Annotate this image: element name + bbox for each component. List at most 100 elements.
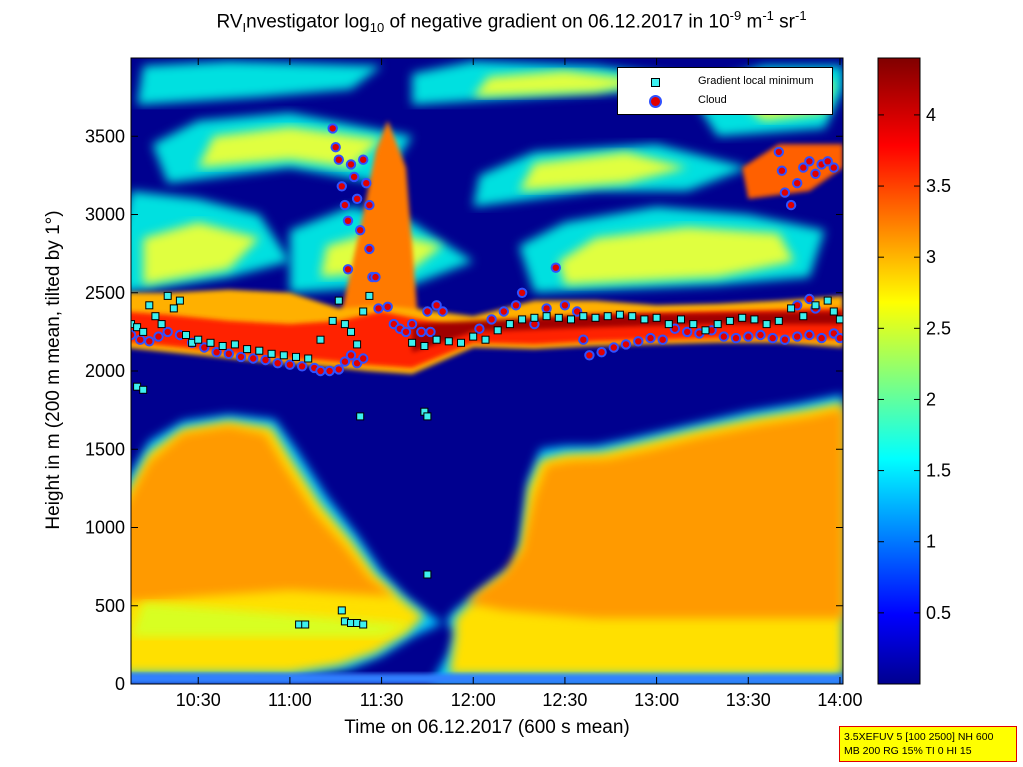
y-tick-label: 3500 xyxy=(85,126,125,146)
gradient-minimum-marker xyxy=(316,335,325,344)
cloud-marker xyxy=(425,326,436,338)
cloud-marker xyxy=(162,326,173,338)
cloud-marker xyxy=(153,331,164,342)
cloud-marker xyxy=(358,353,369,364)
cloud-marker xyxy=(324,365,335,377)
gradient-minimum-marker xyxy=(505,320,514,329)
cloud-marker xyxy=(339,356,351,367)
x-tick-label: 13:00 xyxy=(634,690,679,710)
gradient-minimum-marker xyxy=(356,412,365,421)
upper-aerosol-core xyxy=(519,151,688,191)
upper-aerosol-core xyxy=(473,70,657,98)
gradient-minimum-marker xyxy=(133,323,142,332)
gradient-minimum-marker xyxy=(628,312,637,321)
chart-title: RVInvestigator log10 of negative gradien… xyxy=(216,8,807,36)
colorbar-ticks: 0.5 1 1.5 2 2.5 3 3.5 4 xyxy=(878,105,951,623)
cloud-marker xyxy=(327,123,338,134)
gradient-minimum-marker xyxy=(603,312,612,321)
y-tick-label: 2000 xyxy=(85,361,125,381)
cloud-marker xyxy=(804,329,815,341)
cloud-marker xyxy=(342,264,354,275)
cloud-marker xyxy=(235,351,247,363)
gradient-minimum-marker xyxy=(243,345,252,354)
gradient-minimum-marker xyxy=(175,296,184,305)
gradient-minimum-marker xyxy=(493,326,502,335)
cloud-marker xyxy=(211,347,222,358)
gradient-minimum-marker xyxy=(194,335,203,344)
gradient-minimum-marker xyxy=(304,354,313,363)
gradient-minimum-marker xyxy=(664,320,673,329)
gradient-minimum-marker xyxy=(677,315,685,324)
gradient-minimum-marker xyxy=(762,320,771,329)
surface-band xyxy=(131,673,843,684)
gradient-minimum-marker xyxy=(787,304,796,313)
gradient-minimum-marker xyxy=(359,620,368,629)
gradient-minimum-marker xyxy=(640,315,649,324)
cloud-marker xyxy=(776,165,788,176)
cloud-marker xyxy=(431,300,442,311)
gradient-minimum-marker xyxy=(423,570,432,579)
gradient-minimum-marker xyxy=(481,335,490,344)
cloud-marker xyxy=(345,159,357,170)
cloud-marker xyxy=(785,199,797,211)
info-line-2: MB 200 RG 15% TI 0 HI 15 xyxy=(844,745,972,757)
gradient-minimum-marker xyxy=(591,313,600,322)
gradient-minimum-marker xyxy=(359,307,368,316)
cloud-marker xyxy=(400,326,412,338)
cloud-marker xyxy=(486,314,497,325)
cloud-marker xyxy=(345,350,357,361)
cloud-marker xyxy=(333,154,344,165)
colorbar-tick-label: 1.5 xyxy=(926,461,951,481)
gradient-minimum-marker xyxy=(279,351,288,360)
gradient-minimum-marker xyxy=(469,332,478,341)
gradient-minimum-marker xyxy=(530,313,539,322)
cloud-marker xyxy=(422,306,433,317)
cloud-marker xyxy=(633,336,644,347)
cloud-marker xyxy=(339,199,351,211)
x-tick-label: 11:00 xyxy=(268,690,312,710)
gradient-minimum-marker xyxy=(689,320,698,329)
gradient-minimum-marker xyxy=(337,606,346,615)
cloud-marker xyxy=(657,334,668,345)
y-tick-label: 500 xyxy=(95,596,125,616)
cloud-marker xyxy=(816,332,827,344)
y-tick-label: 1000 xyxy=(85,518,125,538)
gradient-minimum-marker xyxy=(420,342,429,350)
colorbar-tick-label: 3 xyxy=(926,247,936,267)
cloud-marker xyxy=(550,262,561,273)
cloud-marker xyxy=(779,187,791,198)
cloud-marker xyxy=(342,215,354,227)
x-tick-label: 13:30 xyxy=(726,690,771,710)
gradient-minimum-marker xyxy=(145,301,154,310)
cloud-marker xyxy=(248,353,259,364)
cloud-marker xyxy=(516,287,528,298)
cloud-marker xyxy=(333,364,344,375)
cloud-marker xyxy=(608,342,619,353)
cloud-marker xyxy=(828,162,839,173)
cloud-marker xyxy=(578,334,589,345)
cloud-marker xyxy=(730,332,742,344)
upper-aerosol-core xyxy=(143,222,260,285)
upper-aerosol-patch xyxy=(137,61,382,105)
gradient-minimum-marker xyxy=(750,315,759,324)
gradient-minimum-marker xyxy=(738,313,747,322)
upper-aerosol-core xyxy=(558,227,795,285)
gradient-minimum-marker xyxy=(457,338,465,347)
cloud-marker xyxy=(755,329,766,341)
cloud-marker xyxy=(584,350,595,361)
axes: 10:30 11:00 11:30 12:00 12:30 13:00 13:30 14:00… xyxy=(85,58,862,710)
gradient-minimum-marker xyxy=(615,310,624,319)
cloud-marker xyxy=(370,271,381,283)
cloud-marker xyxy=(596,347,607,358)
x-axis-label: Time on 06.12.2017 (600 s mean) xyxy=(344,717,630,738)
cloud-marker xyxy=(361,178,372,189)
upper-cloud-patch xyxy=(742,144,843,199)
cloud-marker xyxy=(296,361,308,372)
boundary-layer-left-orange xyxy=(131,425,394,602)
y-tick-label: 2500 xyxy=(85,283,125,303)
gradient-minimum-marker xyxy=(182,331,190,339)
gradient-minimum-marker xyxy=(139,385,148,394)
cloud-marker xyxy=(810,168,821,180)
cloud-marker xyxy=(498,306,509,317)
